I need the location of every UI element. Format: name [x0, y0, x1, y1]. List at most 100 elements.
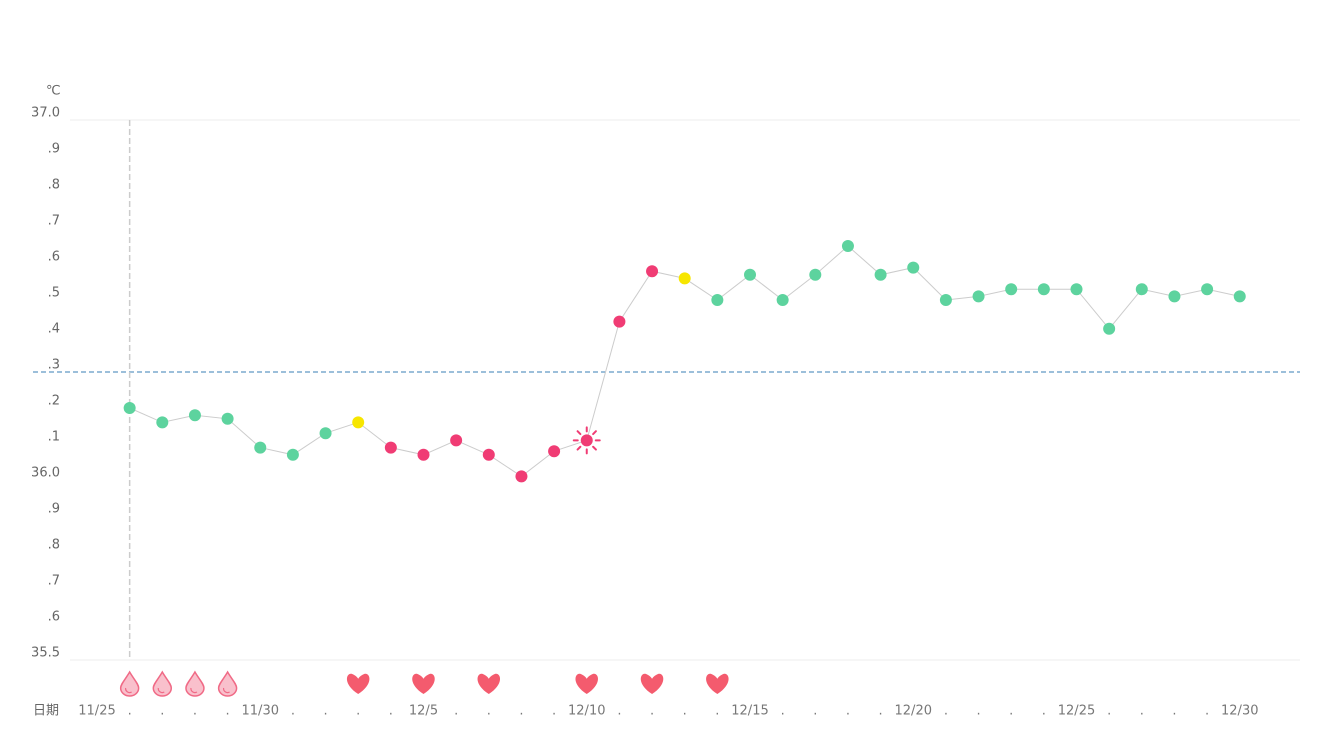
- x-tick-label: 11/25: [78, 704, 115, 719]
- data-point: [515, 470, 528, 483]
- intercourse-heart: [640, 673, 664, 694]
- data-point: [1103, 322, 1116, 335]
- data-point: [1135, 283, 1148, 296]
- data-point: [972, 290, 985, 303]
- y-tick-label: .6: [48, 250, 60, 265]
- data-point: [482, 448, 495, 461]
- period-drop: [185, 670, 205, 697]
- data-point: [1037, 283, 1050, 296]
- data-point: [841, 240, 854, 252]
- data-point: [613, 315, 626, 328]
- data-point: [156, 416, 169, 429]
- sun-ray: [592, 430, 597, 436]
- x-tick-label: .: [683, 704, 687, 719]
- data-point: [907, 261, 920, 274]
- x-tick-label: .: [976, 704, 980, 719]
- data-point: [221, 412, 234, 425]
- data-point: [744, 268, 756, 281]
- period-drop: [119, 670, 140, 697]
- x-tick-label: .: [291, 704, 295, 719]
- x-tick-label: .: [356, 704, 360, 719]
- x-tick-label: .: [1009, 704, 1013, 719]
- x-tick-label: .: [193, 704, 197, 719]
- y-tick-label: .8: [48, 178, 60, 193]
- data-point: [939, 294, 952, 306]
- data-point: [123, 402, 136, 414]
- x-tick-label: 11/30: [242, 704, 279, 719]
- period-drop-shine: [222, 687, 230, 694]
- period-drop-shine: [190, 687, 198, 694]
- period-drop-shine: [125, 687, 132, 694]
- x-tick-label: .: [323, 704, 327, 719]
- data-point: [352, 416, 365, 429]
- x-tick-label: .: [1172, 704, 1176, 719]
- intercourse-heart: [412, 673, 435, 694]
- data-point: [286, 448, 299, 461]
- period-drop: [217, 670, 238, 697]
- sun-ray: [576, 445, 582, 451]
- x-tick-label: .: [617, 704, 621, 719]
- x-tick-label: .: [226, 704, 230, 719]
- x-tick-label: .: [813, 704, 817, 719]
- intercourse-heart: [477, 673, 501, 694]
- x-tick-label: 12/20: [895, 704, 932, 719]
- x-tick-label: .: [650, 704, 654, 719]
- data-point: [254, 441, 267, 454]
- data-point: [548, 445, 561, 458]
- sun-ray: [592, 445, 597, 451]
- period-drop-shine: [157, 687, 165, 694]
- y-tick-label: .9: [48, 142, 60, 157]
- y-tick-label: 36.0: [31, 466, 60, 481]
- y-tick-label: .9: [48, 502, 60, 517]
- x-tick-label: .: [519, 704, 523, 719]
- data-point: [678, 272, 691, 285]
- sun-ray: [576, 430, 582, 436]
- sun-core: [580, 434, 593, 447]
- y-tick-label: .3: [48, 358, 60, 373]
- x-label: 日期: [33, 704, 59, 719]
- x-tick-label: .: [879, 704, 883, 719]
- y-tick-label: .7: [48, 574, 60, 589]
- ovulation-point: [572, 426, 601, 455]
- x-tick-label: .: [781, 704, 785, 719]
- data-point: [1168, 290, 1181, 303]
- x-tick-label: 12/25: [1058, 704, 1095, 719]
- x-tick-label: .: [715, 704, 719, 719]
- y-tick-label: 37.0: [31, 106, 60, 121]
- intercourse-heart: [575, 673, 599, 694]
- y-tick-label: .1: [48, 430, 60, 445]
- intercourse-heart: [706, 673, 729, 694]
- data-point: [384, 441, 397, 454]
- y-tick-label: .2: [48, 394, 60, 409]
- data-point: [1201, 283, 1214, 296]
- data-point: [1233, 290, 1246, 303]
- data-point: [188, 409, 201, 422]
- x-tick-label: .: [944, 704, 948, 719]
- data-point: [319, 427, 332, 440]
- intercourse-heart: [346, 673, 370, 694]
- data-point: [1005, 283, 1018, 296]
- data-point: [776, 294, 789, 306]
- y-tick-label: .5: [48, 286, 60, 301]
- data-point: [417, 448, 430, 461]
- data-point: [874, 268, 887, 281]
- period-drop: [152, 670, 173, 697]
- x-tick-label: .: [846, 704, 850, 719]
- data-point: [1070, 283, 1083, 296]
- y-tick-label: .7: [48, 214, 60, 229]
- x-tick-label: .: [487, 704, 491, 719]
- x-tick-label: 12/30: [1221, 704, 1258, 719]
- data-point: [711, 294, 724, 306]
- x-tick-label: .: [160, 704, 164, 719]
- x-tick-label: .: [1042, 704, 1046, 719]
- data-point: [646, 265, 659, 278]
- x-tick-label: 12/15: [731, 704, 768, 719]
- x-tick-label: .: [389, 704, 393, 719]
- data-point: [809, 268, 822, 281]
- x-tick-label: .: [454, 704, 458, 719]
- y-unit: ℃: [46, 84, 61, 99]
- data-point: [450, 434, 463, 447]
- y-tick-label: 35.5: [31, 646, 60, 661]
- x-tick-label: .: [1140, 704, 1144, 719]
